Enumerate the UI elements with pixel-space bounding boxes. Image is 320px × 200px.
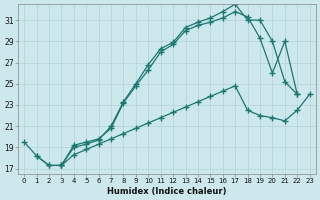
X-axis label: Humidex (Indice chaleur): Humidex (Indice chaleur) (107, 187, 227, 196)
